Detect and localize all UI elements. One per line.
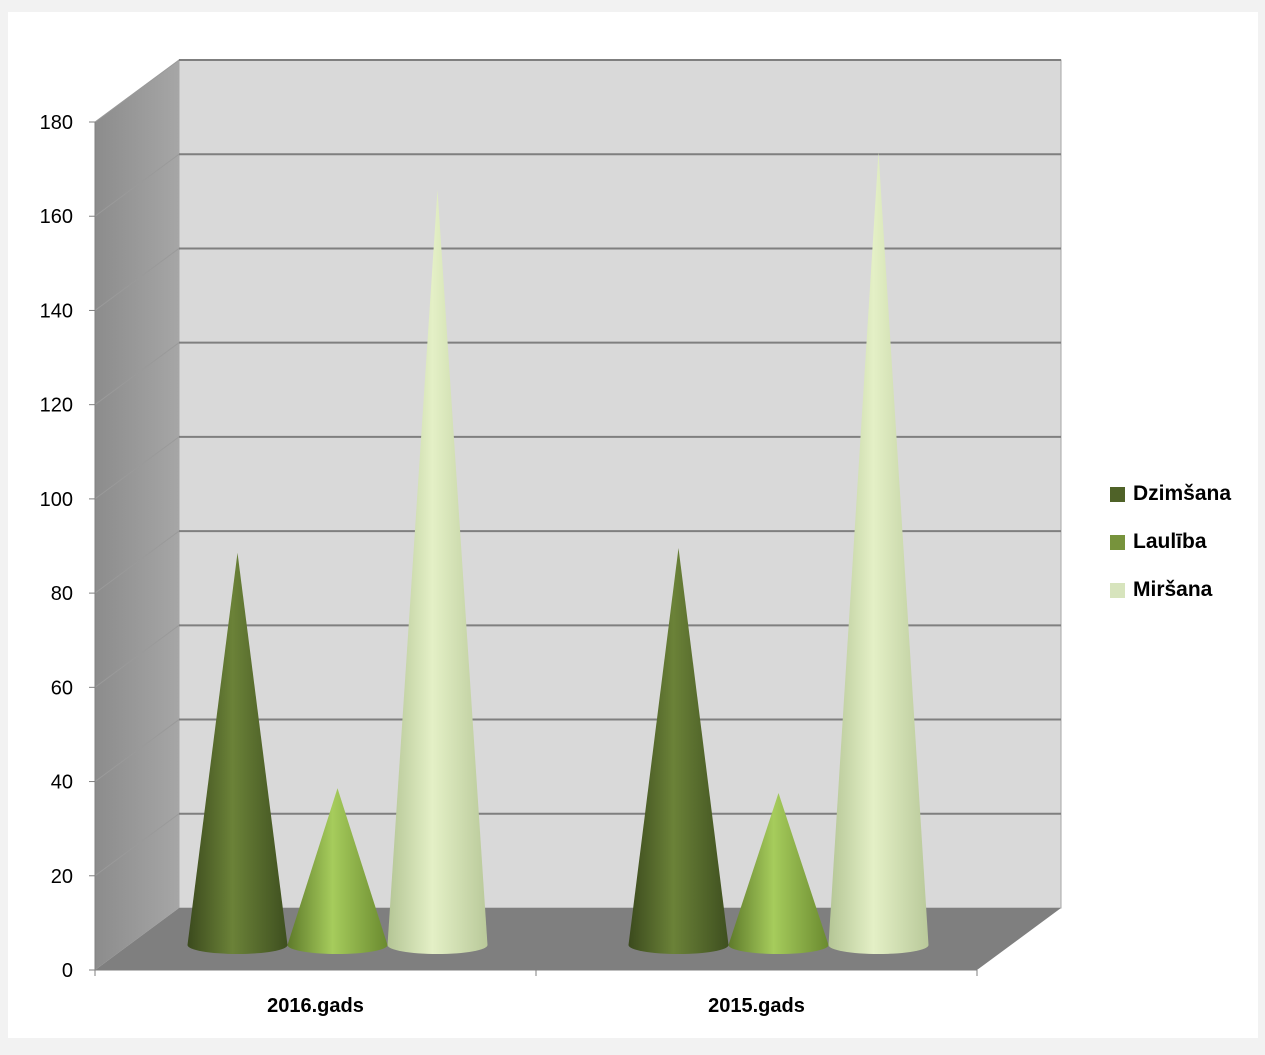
- cone-1-2: [828, 152, 929, 954]
- y-tick-label: 40: [51, 772, 73, 794]
- gridline-side: [94, 719, 180, 782]
- gridline-side: [94, 436, 180, 500]
- gridline-side: [94, 153, 180, 217]
- cone-0-0: [187, 552, 288, 954]
- gridline-side: [94, 248, 180, 311]
- y-tick-label: 140: [40, 300, 73, 322]
- gridline-side: [94, 530, 180, 594]
- legend-swatch: [1110, 582, 1125, 598]
- legend-label: Laulība: [1133, 530, 1207, 553]
- legend-item-laulība: Laulība: [1110, 518, 1231, 566]
- legend-label: Dzimšana: [1133, 482, 1232, 505]
- y-tick-label: 60: [51, 677, 73, 699]
- y-tick-label: 100: [40, 489, 73, 511]
- cone-1-1: [728, 792, 829, 954]
- y-tick-label: 120: [40, 395, 73, 417]
- cone-0-2: [387, 189, 488, 954]
- legend-label: Miršana: [1133, 578, 1213, 601]
- gridline-side: [94, 59, 180, 123]
- x-category-label: 2016.gads: [267, 995, 364, 1017]
- side-wall: [95, 60, 179, 970]
- x-category-label: 2015.gads: [708, 995, 805, 1017]
- gridline-side: [94, 624, 180, 688]
- legend-item-dzimsana: Dzimšana: [1110, 470, 1231, 518]
- legend-item-mirsana: Miršana: [1110, 566, 1231, 614]
- y-tick-label: 80: [51, 583, 73, 605]
- cone-1-0: [628, 547, 729, 954]
- legend-swatch: [1110, 486, 1125, 502]
- chart-area: 0 20 40 60 80 100 120 140 160 180 2016.gads 2015.ga…: [8, 12, 1258, 1038]
- legend-swatch: [1110, 534, 1125, 550]
- legend: Dzimšana Laulība Miršana: [1110, 470, 1231, 614]
- chart-plot: 0 20 40 60 80 100 120 140 160 180 2016.gads 2015.ga…: [40, 59, 1062, 1017]
- y-tick-label: 160: [40, 206, 73, 228]
- cone-0-1: [287, 788, 388, 954]
- y-tick-label: 0: [62, 960, 73, 982]
- y-tick-label: 20: [51, 866, 73, 888]
- gridline-side: [94, 342, 180, 406]
- gridline-side: [94, 813, 180, 877]
- back-wall: [178, 59, 1062, 909]
- y-tick-label: 180: [40, 112, 73, 134]
